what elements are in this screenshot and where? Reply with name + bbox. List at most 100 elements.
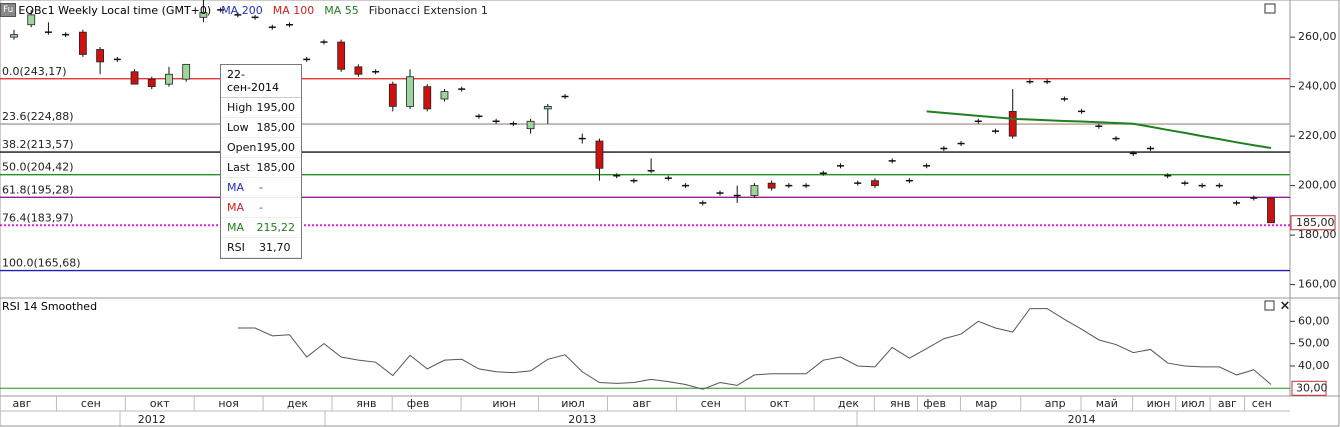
tooltip-key: MA (227, 221, 245, 234)
candle-body (182, 63, 191, 80)
tooltip-key: MA (227, 201, 245, 214)
tooltip-key: MA (227, 181, 245, 194)
candle-body (1267, 197, 1275, 224)
x-tick-label: фев (407, 397, 430, 410)
candle-body (147, 78, 156, 88)
candle-body (406, 76, 414, 107)
tooltip-key: RSI (227, 241, 245, 254)
y-tick-label: 220,00 (1298, 129, 1337, 142)
fib-label: 23.6(224,88) (2, 110, 74, 123)
candle-body (96, 49, 104, 63)
fib-label: 0.0(243,17) (2, 65, 67, 78)
tooltip-value: 185,00 (256, 161, 296, 174)
candle-body (871, 180, 879, 187)
tooltip-row: Low 185,00 (221, 118, 301, 138)
rsi-level-box (1291, 380, 1327, 396)
rsi-level-label: 30,00 (1296, 381, 1328, 394)
x-tick-label: дек (287, 397, 308, 410)
candle-body (27, 14, 36, 26)
x-tick-label: янв (890, 397, 910, 410)
tooltip-row: Open 195,00 (221, 138, 301, 158)
candle-body (354, 66, 363, 75)
x-tick-label: июн (1147, 397, 1171, 410)
year-label: 2014 (1068, 413, 1096, 426)
tooltip-value: 195,00 (256, 141, 296, 154)
tooltip-value: 31,70 (259, 241, 291, 254)
x-tick-label: авг (12, 397, 31, 410)
x-tick-label: ноя (218, 397, 239, 410)
symbol-badge: Fu (0, 3, 17, 17)
maximize-button[interactable] (1264, 300, 1275, 311)
x-tick-label: сен (701, 397, 721, 410)
tooltip-row: High 195,00 (221, 98, 301, 118)
candle-body (1008, 110, 1017, 137)
x-tick-label: апр (1045, 397, 1066, 410)
x-tick-label: июн (492, 397, 516, 410)
candle-body (423, 86, 432, 110)
x-tick-label: окт (150, 397, 170, 410)
tooltip-row: MA 215,22 (221, 218, 301, 238)
fib-label: 100.0(165,68) (2, 257, 81, 270)
last-price-label: 185,00 (1296, 216, 1335, 229)
last-price-box (1290, 215, 1336, 231)
x-tick-label: июл (1181, 397, 1204, 410)
x-tick-label: май (1096, 397, 1118, 410)
candle-body (750, 185, 759, 196)
y-tick-label: 50,00 (1298, 337, 1330, 350)
x-tick-label: авг (1218, 397, 1237, 410)
tooltip-row: Last 185,00 (221, 158, 301, 178)
tooltip-value: - (259, 201, 263, 214)
indicator-label[interactable]: Fibonacci Extension 1 (368, 3, 488, 17)
x-tick-label: мар (975, 397, 997, 410)
tooltip-key: Last (227, 161, 250, 174)
y-tick-label: 260,00 (1298, 30, 1337, 43)
tooltip-key: Open (227, 141, 257, 154)
x-tick-label: янв (356, 397, 376, 410)
candle-body (130, 71, 139, 85)
indicator-label[interactable]: MA 200 (221, 3, 263, 17)
tooltip: 22-сен-2014 High 195,00 Low 185,00 Open 195,00… (220, 64, 302, 259)
rsi-title[interactable]: RSI 14 Smoothed (2, 300, 98, 313)
candle-body (10, 34, 18, 38)
year-label: 2012 (138, 413, 166, 426)
tooltip-row: RSI 31,70 (221, 238, 301, 258)
y-tick-label: 180,00 (1298, 228, 1337, 241)
fib-label: 50.0(204,42) (2, 161, 74, 174)
tooltip-date: 22-сен-2014 (221, 65, 301, 98)
candle-body (388, 83, 397, 107)
chart-title[interactable]: EOBc1 Weekly Local time (GMT+0) (18, 3, 212, 17)
tooltip-value: 195,00 (256, 101, 296, 114)
candle-body (199, 11, 208, 18)
tooltip-key: High (227, 101, 253, 114)
rsi-line (237, 308, 1272, 390)
x-tick-label: сен (81, 397, 101, 410)
y-tick-label: 240,00 (1298, 80, 1337, 93)
candle-body (440, 91, 449, 100)
tooltip-value: - (259, 181, 263, 194)
fib-label: 38.2(213,57) (2, 138, 74, 151)
candle-body (165, 73, 173, 85)
candle-body (78, 31, 87, 55)
x-tick-label: сен (1252, 397, 1272, 410)
y-tick-label: 200,00 (1298, 179, 1337, 192)
indicator-label[interactable]: MA 100 (272, 3, 315, 17)
y-tick-label: 40,00 (1298, 359, 1330, 372)
close-button[interactable]: × (1280, 299, 1291, 314)
tooltip-value: 215,22 (256, 221, 296, 234)
y-tick-label: 160,00 (1298, 278, 1337, 291)
header: Fu EOBc1 Weekly Local time (GMT+0) MA 200 M… (0, 2, 488, 18)
candle-body (543, 106, 552, 110)
tooltip-key: Low (227, 121, 249, 134)
candle-body (767, 182, 776, 189)
indicator-label[interactable]: MA 55 (324, 3, 359, 17)
fib-label: 61.8(195,28) (2, 183, 74, 196)
x-tick-label: июл (561, 397, 584, 410)
maximize-button[interactable] (1264, 3, 1276, 14)
candle-body (526, 120, 535, 130)
candle-body (337, 41, 346, 70)
tooltip-value: 185,00 (256, 121, 296, 134)
tooltip-row: MA - (221, 198, 301, 218)
